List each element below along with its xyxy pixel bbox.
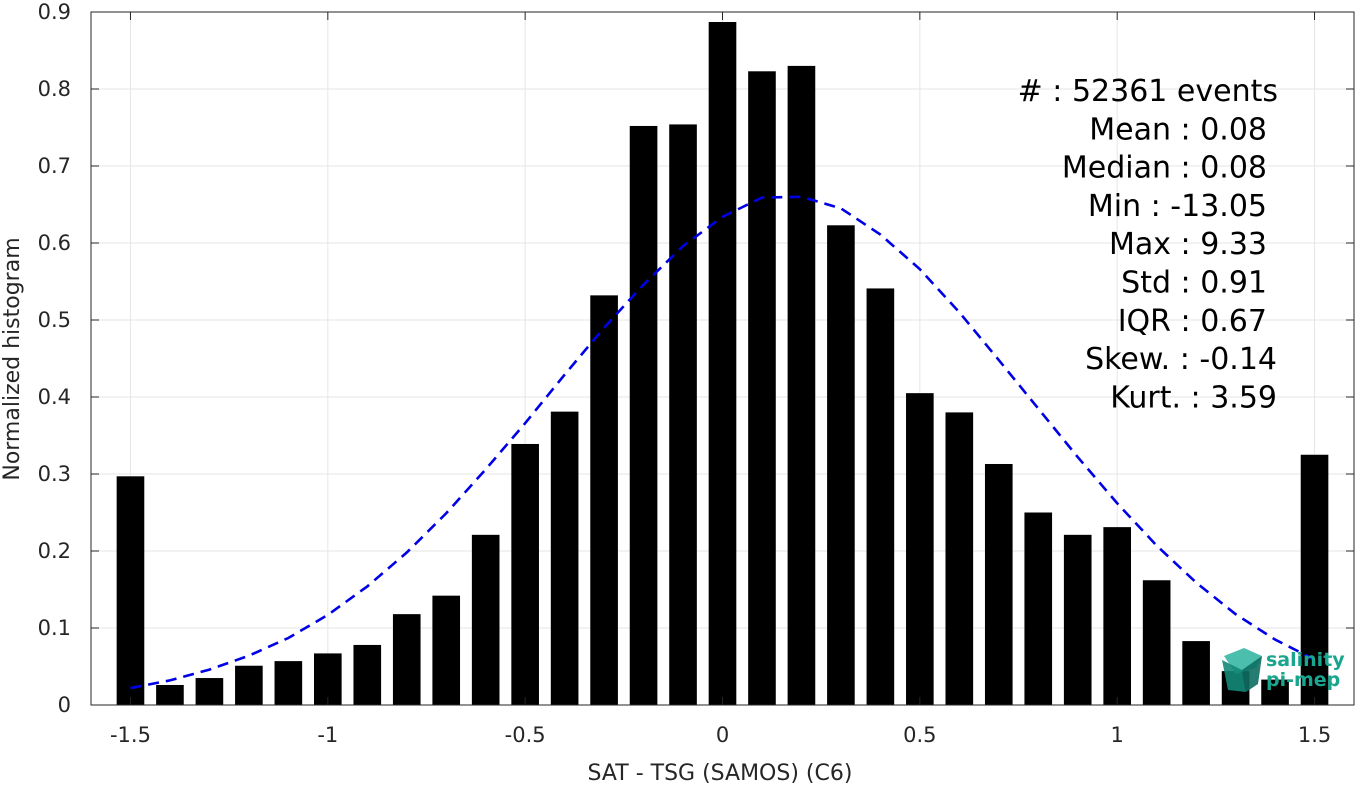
histogram-bar	[669, 124, 697, 706]
histogram-bar	[906, 393, 934, 705]
y-tick-label: 0.5	[38, 308, 71, 332]
histogram-bar	[471, 534, 500, 705]
x-axis-label: SAT - TSG (SAMOS) (C6)	[588, 761, 853, 785]
histogram-bar	[1103, 527, 1132, 705]
x-tick-label: 0.5	[903, 723, 936, 747]
histogram-bar	[432, 595, 461, 705]
axes	[90, 11, 1355, 706]
histogram-bar	[827, 225, 855, 706]
histogram-bar	[353, 644, 382, 705]
stats-line: Min : -13.05	[1088, 189, 1267, 224]
histogram-bar	[708, 22, 737, 705]
y-axis-label: Normalized histogram	[0, 237, 25, 480]
logo-cube-icon	[1222, 648, 1262, 692]
histogram-bar	[511, 443, 539, 705]
y-tick-label: 0.4	[38, 385, 71, 409]
histogram-bar	[629, 125, 658, 705]
histogram-bar	[392, 614, 421, 705]
histogram-bar	[195, 678, 224, 705]
y-tick-label: 0.6	[38, 231, 71, 255]
y-tick-label: 0.8	[38, 77, 71, 101]
histogram-bar	[116, 476, 145, 705]
stats-line: Std : 0.91	[1121, 266, 1267, 301]
histogram-bar	[787, 65, 816, 705]
stats-line: Kurt. : 3.59	[1110, 380, 1277, 415]
histogram-bar	[1024, 512, 1053, 705]
histogram-bar	[550, 411, 579, 705]
fit-curve	[130, 195, 1316, 690]
stats-line: Mean : 0.08	[1089, 112, 1267, 147]
stats-line: # : 52361 events	[1018, 74, 1278, 109]
histogram-bar	[1142, 580, 1171, 705]
histogram-bar	[945, 412, 974, 705]
bars	[116, 22, 1329, 706]
y-tick-label: 0.1	[38, 616, 71, 640]
salinity-pi-mep-logo: salinity pi-mep	[1222, 648, 1345, 692]
y-tick-labels: 0 0.1 0.2 0.3 0.4 0.5 0.6 0.7 0.8 0.9	[38, 0, 71, 717]
histogram-bar	[984, 463, 1013, 705]
x-tick-label: 1	[1111, 723, 1124, 747]
y-tick-label: 0.3	[38, 462, 71, 486]
logo-line-2: pi-mep	[1266, 669, 1340, 691]
y-tick-label: 0.7	[38, 154, 71, 178]
histogram-bar	[1182, 641, 1210, 705]
x-tick-label: 0	[716, 723, 729, 747]
x-tick-label: -1.5	[110, 723, 151, 747]
x-tick-labels: -1.5 -1 -0.5 0 0.5 1 1.5	[110, 723, 1331, 747]
stats-line: IQR : 0.67	[1118, 304, 1267, 339]
histogram-bar	[1261, 679, 1289, 705]
histogram-bar	[1063, 534, 1092, 705]
x-tick-label: -1	[317, 723, 338, 747]
y-tick-label: 0	[58, 693, 71, 717]
histogram-bar	[866, 288, 895, 705]
histogram-bar	[235, 665, 263, 705]
x-tick-label: -0.5	[505, 723, 546, 747]
y-tick-label: 0.2	[38, 539, 71, 563]
histogram-bar	[274, 661, 303, 705]
histogram-bar	[156, 684, 184, 705]
normal-fit-line	[130, 195, 1316, 690]
histogram-bar	[590, 295, 618, 705]
histogram-bar	[1300, 454, 1329, 705]
x-tick-label: 1.5	[1298, 723, 1331, 747]
histogram-bar	[748, 71, 776, 706]
logo-line-1: salinity	[1266, 649, 1345, 671]
histogram-bar	[313, 653, 342, 705]
y-tick-label: 0.9	[38, 0, 71, 24]
stats-line: Max : 9.33	[1109, 227, 1267, 262]
stats-line: Skew. : -0.14	[1085, 342, 1277, 377]
stats-line: Median : 0.08	[1062, 151, 1267, 186]
